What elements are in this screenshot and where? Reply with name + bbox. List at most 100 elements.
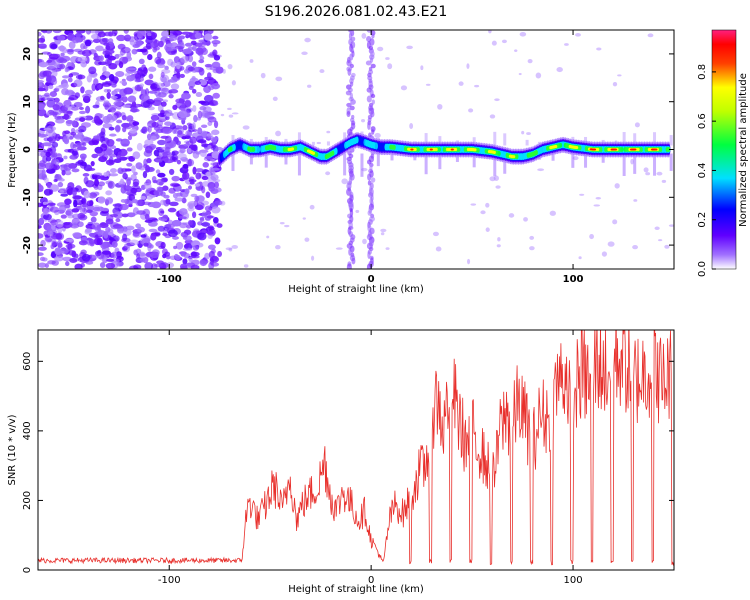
artifact-blob [366, 95, 372, 103]
noise-blob [108, 173, 119, 177]
noise-blob [164, 121, 173, 126]
noise-blob [85, 30, 92, 35]
artifact-blob [350, 99, 356, 105]
noise-blob [129, 39, 135, 46]
noise-blob [81, 253, 91, 262]
noise-blob [167, 30, 176, 34]
noise-blob [79, 153, 87, 160]
noise-blob [70, 127, 76, 134]
noise-blob [188, 219, 193, 226]
noise-blob [197, 110, 203, 119]
noise-blob [643, 167, 649, 173]
ridge-cell [355, 136, 359, 144]
noise-blob [242, 125, 250, 130]
colorbar-gradient [711, 29, 737, 270]
noise-blob [38, 82, 43, 87]
colorbar: 0.0 0.2 0.4 0.6 0.8 Normalized spectral ampl… [697, 29, 749, 277]
noise-blob [187, 205, 195, 212]
noise-blob [49, 91, 58, 97]
noise-blob [109, 133, 117, 137]
noise-blob [341, 178, 348, 185]
noise-blob [40, 239, 46, 247]
noise-blob [126, 67, 137, 71]
noise-blob [79, 117, 86, 122]
noise-blob [579, 193, 585, 196]
streak [360, 153, 364, 177]
noise-blob [214, 237, 221, 245]
noise-blob [632, 245, 638, 250]
noise-blob [104, 58, 110, 67]
noise-blob [169, 182, 180, 188]
noise-blob [98, 61, 108, 66]
streak [472, 153, 476, 168]
noise-blob [38, 252, 44, 257]
noise-blob [485, 202, 490, 208]
noise-blob [172, 104, 178, 110]
ridge-cell [232, 143, 236, 151]
noise-blob [111, 251, 118, 259]
ridge-cell [592, 148, 597, 151]
noise-blob [83, 137, 92, 142]
noise-blob [155, 94, 162, 99]
noise-blob [155, 158, 163, 163]
streak [584, 153, 588, 168]
noise-blob [51, 141, 59, 148]
streak [390, 153, 394, 161]
noise-blob [187, 66, 195, 72]
noise-blob [167, 47, 176, 52]
noise-blob [54, 159, 60, 166]
noise-blob [84, 115, 94, 121]
noise-blob [200, 124, 208, 129]
noise-blob [249, 59, 254, 63]
noise-blob [187, 147, 192, 153]
streak [525, 139, 529, 146]
artifact-blob [367, 210, 372, 216]
ridge-cell [290, 147, 294, 151]
noise-blob [266, 235, 270, 239]
ridge-cell [416, 147, 420, 152]
noise-blob [57, 35, 66, 41]
noise-blob [164, 135, 172, 144]
noise-blob [84, 89, 93, 95]
noise-blob [197, 232, 207, 241]
noise-blob [275, 244, 281, 250]
noise-blob [201, 175, 209, 181]
noise-blob [160, 71, 165, 78]
ridge-cell [613, 148, 618, 151]
noise-blob [180, 56, 189, 64]
noise-blob [38, 43, 47, 49]
artifact-blob [349, 105, 355, 111]
streak [284, 153, 288, 165]
noise-blob [171, 50, 177, 55]
noise-blob [81, 122, 92, 128]
noise-blob [122, 104, 131, 108]
noise-blob [51, 240, 58, 246]
noise-blob [190, 264, 200, 269]
noise-blob [198, 67, 205, 76]
noise-blob [51, 78, 58, 86]
noise-blob [116, 34, 126, 42]
noise-blob [150, 83, 158, 90]
noise-blob [181, 136, 187, 140]
noise-blob [71, 188, 77, 197]
ridge-cell [434, 147, 438, 152]
ridge-cell [554, 144, 558, 149]
noise-blob [488, 30, 492, 34]
noise-blob [116, 261, 124, 267]
noise-blob [73, 79, 83, 88]
noise-blob [470, 203, 477, 206]
noise-blob [194, 183, 201, 187]
noise-blob [108, 126, 115, 131]
noise-blob [127, 200, 133, 204]
noise-blob [157, 172, 166, 178]
noise-blob [409, 123, 414, 129]
noise-blob [211, 167, 220, 171]
noise-blob [127, 135, 133, 141]
noise-blob [523, 217, 528, 222]
noise-blob [62, 135, 70, 143]
noise-blob [149, 167, 154, 171]
noise-blob [126, 75, 135, 82]
noise-blob [212, 92, 220, 99]
noise-blob [118, 180, 126, 186]
noise-blob [128, 265, 139, 269]
